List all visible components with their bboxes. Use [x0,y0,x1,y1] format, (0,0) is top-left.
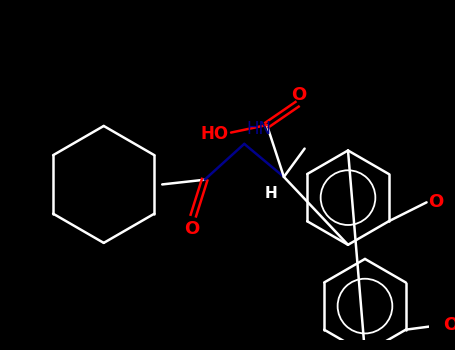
Text: HN: HN [246,120,271,138]
Text: O: O [429,193,444,211]
Text: HO: HO [200,125,228,144]
Text: O: O [184,220,199,238]
Text: H: H [264,186,277,201]
Text: O: O [444,316,455,334]
Text: O: O [291,86,307,104]
